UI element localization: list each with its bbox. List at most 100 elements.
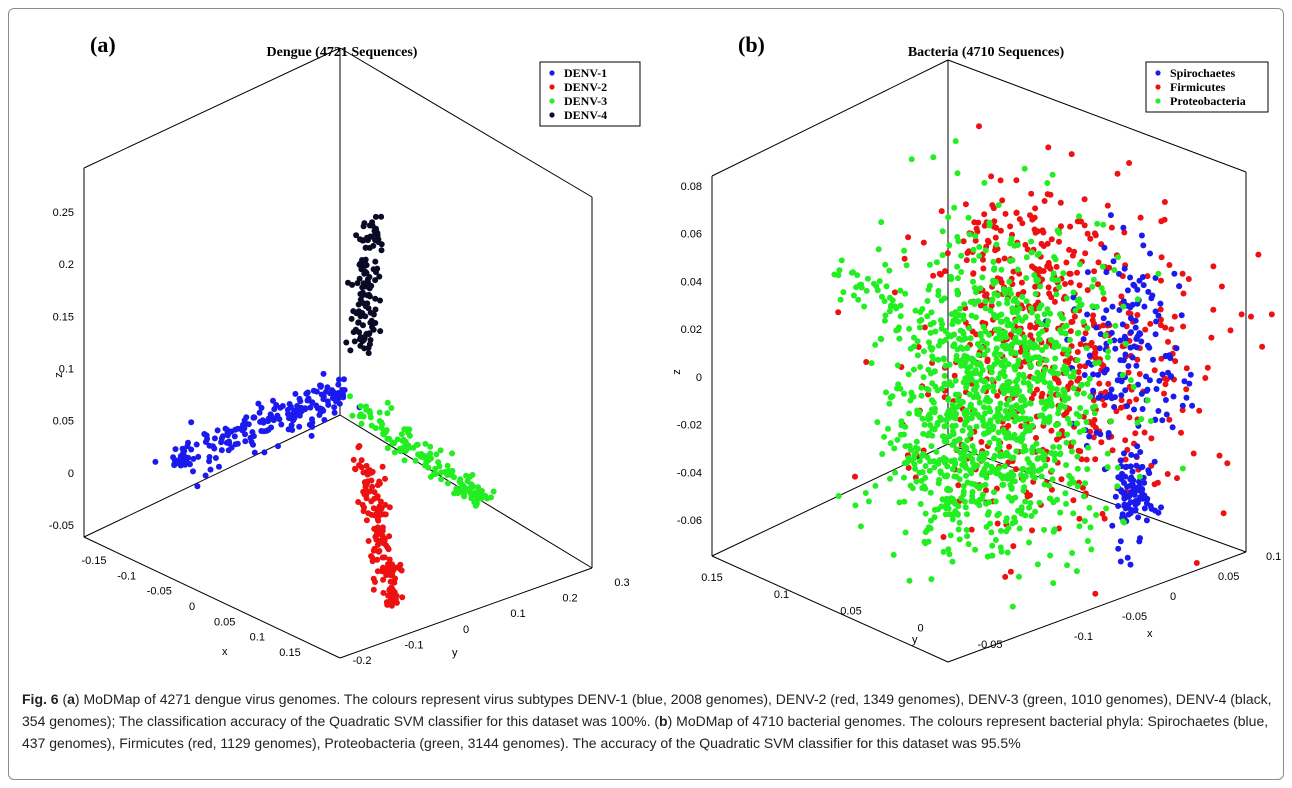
panel-b-point-spirochaetes xyxy=(1127,274,1134,281)
panel-b-point-spirochaetes xyxy=(1107,212,1114,219)
panel-b-point-firmicutes xyxy=(1063,259,1070,266)
panel-b-point-proteobacteria xyxy=(1082,480,1089,487)
panel-b-point-proteobacteria xyxy=(984,553,991,560)
panel-b-point-spirochaetes xyxy=(1119,470,1125,477)
panel-a-point-denv3 xyxy=(384,435,391,442)
panel-b-z-tick: -0.02 xyxy=(677,420,702,432)
panel-b-point-spirochaetes xyxy=(1129,468,1136,475)
panel-b-point-spirochaetes xyxy=(1139,406,1146,412)
panel-b-legend-box xyxy=(1145,61,1269,113)
panel-b-point-spirochaetes xyxy=(1128,451,1135,458)
panel-b-point-firmicutes xyxy=(1077,341,1084,348)
panel-b-point-firmicutes xyxy=(994,520,1001,527)
panel-b-point-proteobacteria xyxy=(1041,405,1048,412)
panel-b-point-firmicutes xyxy=(1166,262,1173,268)
panel-b-point-proteobacteria xyxy=(1104,354,1111,361)
panel-b-point-proteobacteria xyxy=(1083,345,1090,352)
panel-a-point-denv2 xyxy=(366,467,373,474)
panel-a-point-denv2 xyxy=(365,538,372,544)
panel-b-z-tick: -0.06 xyxy=(677,515,702,527)
panel-a-point-denv3 xyxy=(449,467,456,474)
panel-b-point-proteobacteria xyxy=(1009,520,1016,527)
panel-b-point-proteobacteria xyxy=(1054,496,1061,503)
panel-b-point-spirochaetes xyxy=(1108,386,1115,393)
panel-b-point-proteobacteria xyxy=(1007,482,1014,488)
panel-b-point-proteobacteria xyxy=(913,478,920,485)
panel-b-point-firmicutes xyxy=(1051,298,1058,305)
panel-b-point-proteobacteria xyxy=(971,407,978,414)
panel-b-point-proteobacteria xyxy=(980,378,987,385)
panel-b-point-proteobacteria xyxy=(958,252,965,259)
panel-a-point-denv4 xyxy=(356,329,363,336)
panel-a-point-denv3 xyxy=(437,447,444,454)
panel-b-point-firmicutes xyxy=(1056,238,1062,245)
panel-b-point-proteobacteria xyxy=(1013,383,1020,390)
panel-b-point-proteobacteria xyxy=(998,359,1005,366)
panel-b-point-proteobacteria xyxy=(1011,514,1018,521)
panel-b-legend-marker xyxy=(1155,70,1161,76)
panel-b-point-proteobacteria xyxy=(1004,475,1011,482)
panel-b-point-proteobacteria xyxy=(895,324,902,331)
panel-b-point-proteobacteria xyxy=(1023,254,1030,261)
panel-b-point-proteobacteria xyxy=(1019,393,1026,400)
panel-b-point-proteobacteria xyxy=(854,272,861,279)
panel-a-point-denv1 xyxy=(303,390,310,397)
panel-a-point-denv1 xyxy=(260,428,267,435)
panel-b-point-proteobacteria xyxy=(1038,399,1045,406)
panel-b-point-proteobacteria xyxy=(872,482,879,489)
panel-b-point-spirochaetes xyxy=(1129,354,1136,361)
panel-a-point-denv3 xyxy=(488,494,494,501)
panel-b-point-spirochaetes xyxy=(1117,558,1124,565)
panel-b-point-spirochaetes xyxy=(1103,307,1110,314)
panel-b-point-proteobacteria xyxy=(1111,267,1118,273)
panel-b-point-proteobacteria xyxy=(961,421,968,428)
panel-a-point-denv4 xyxy=(356,275,363,282)
panel-b-point-proteobacteria xyxy=(997,400,1004,407)
panel-b-point-proteobacteria xyxy=(1070,289,1077,296)
panel-a-point-denv4 xyxy=(370,242,377,249)
panel-b-point-proteobacteria xyxy=(1022,350,1029,357)
panel-b-point-spirochaetes xyxy=(1138,494,1145,501)
panel-b-point-proteobacteria xyxy=(1064,431,1071,438)
panel-a-x-tick: 0 xyxy=(189,601,195,613)
panel-b-point-proteobacteria xyxy=(1000,426,1007,433)
panel-b-point-proteobacteria xyxy=(1063,370,1070,377)
panel-b-point-proteobacteria xyxy=(949,512,956,519)
panel-b-point-proteobacteria xyxy=(1029,355,1036,362)
panel-b-point-spirochaetes xyxy=(1120,490,1127,497)
panel-b-point-proteobacteria xyxy=(1049,476,1056,483)
panel-a-point-denv1 xyxy=(305,395,312,402)
panel-a-point-denv1 xyxy=(234,440,241,447)
panel-b-point-proteobacteria xyxy=(1042,366,1048,373)
panel-b-point-proteobacteria xyxy=(906,325,913,332)
panel-a-point-denv2 xyxy=(399,594,406,601)
panel-a-point-denv4 xyxy=(372,277,379,284)
panel-b-point-spirochaetes xyxy=(1115,503,1122,509)
panel-a-point-denv1 xyxy=(279,403,286,409)
panel-b-point-firmicutes xyxy=(1179,270,1186,277)
panel-b-point-proteobacteria xyxy=(1029,472,1036,479)
panel-b-point-proteobacteria xyxy=(1038,473,1045,480)
panel-b-point-proteobacteria xyxy=(901,247,908,254)
panel-b-point-firmicutes xyxy=(1171,313,1178,320)
panel-a-point-denv3 xyxy=(391,449,398,456)
panel-b-point-proteobacteria xyxy=(887,475,893,482)
caption-b-text: ) MoDMap of 4710 bacterial genomes. The … xyxy=(22,713,1269,751)
panel-b-point-proteobacteria xyxy=(938,503,945,510)
panel-b-letter: (b) xyxy=(738,32,765,57)
panel-b-point-proteobacteria xyxy=(1051,254,1058,260)
panel-b-point-proteobacteria xyxy=(917,364,924,370)
panel-b-point-firmicutes xyxy=(1220,510,1227,517)
panel-b-point-proteobacteria xyxy=(1035,250,1042,257)
panel-b-point-spirochaetes xyxy=(1181,378,1188,385)
panel-a-point-denv1 xyxy=(250,414,257,421)
panel-b-point-proteobacteria xyxy=(1039,347,1046,354)
panel-b-point-firmicutes xyxy=(1068,151,1075,158)
panel-b-point-proteobacteria xyxy=(1072,307,1079,314)
panel-a-point-denv1 xyxy=(231,433,238,440)
panel-b-point-proteobacteria xyxy=(1086,504,1093,511)
panel-a-point-denv1 xyxy=(324,384,331,391)
panel-b-point-proteobacteria xyxy=(929,432,936,439)
panel-b-legend-label: Proteobacteria xyxy=(1170,94,1246,108)
panel-b-point-proteobacteria xyxy=(1100,289,1107,296)
